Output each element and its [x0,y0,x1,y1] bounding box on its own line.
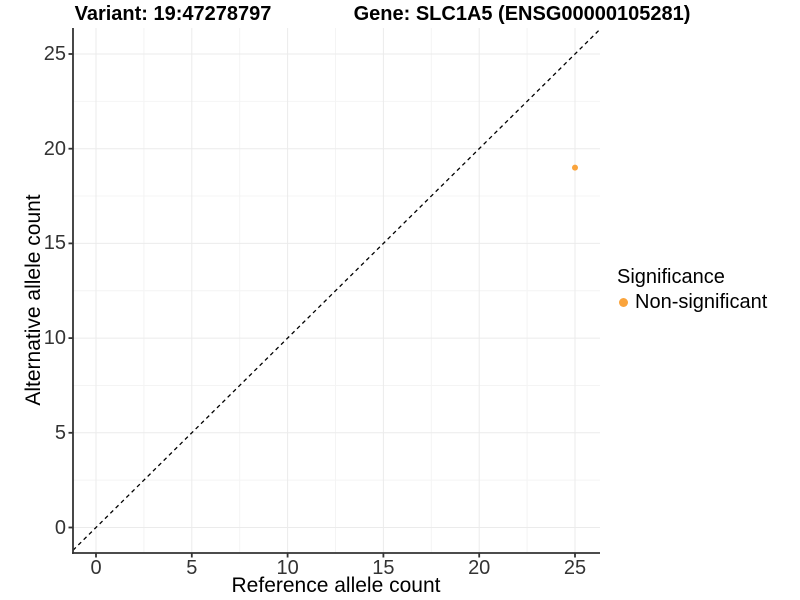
x-tick-label: 20 [468,557,491,579]
x-tick-label: 10 [276,557,299,579]
y-axis-title: Alternative allele count [22,194,45,406]
variant-title: Variant: 19:47278797 [74,3,272,25]
x-tick-label: 15 [372,557,395,579]
y-tick-label: 5 [54,421,66,444]
legend: Significance Non-significant [617,266,767,314]
x-tick-label: 25 [563,557,587,579]
gene-title: Gene: SLC1A5 (ENSG00000105281) [353,3,691,25]
legend-item: Non-significant [617,291,767,314]
legend-title: Significance [617,266,725,288]
y-tick-label: 20 [43,137,66,160]
legend-point-icon [619,298,628,307]
data-point [572,164,578,171]
y-tick-label: 15 [43,232,66,255]
identity-line [72,28,601,551]
x-axis-title: Reference allele count [231,574,441,597]
x-tick-label: 5 [186,557,198,579]
y-tick-label: 0 [54,516,66,539]
legend-item-label: Non-significant [635,291,768,313]
y-tick-label: 25 [43,43,66,65]
y-tick-label: 10 [43,327,66,350]
x-tick-label: 0 [90,557,102,579]
